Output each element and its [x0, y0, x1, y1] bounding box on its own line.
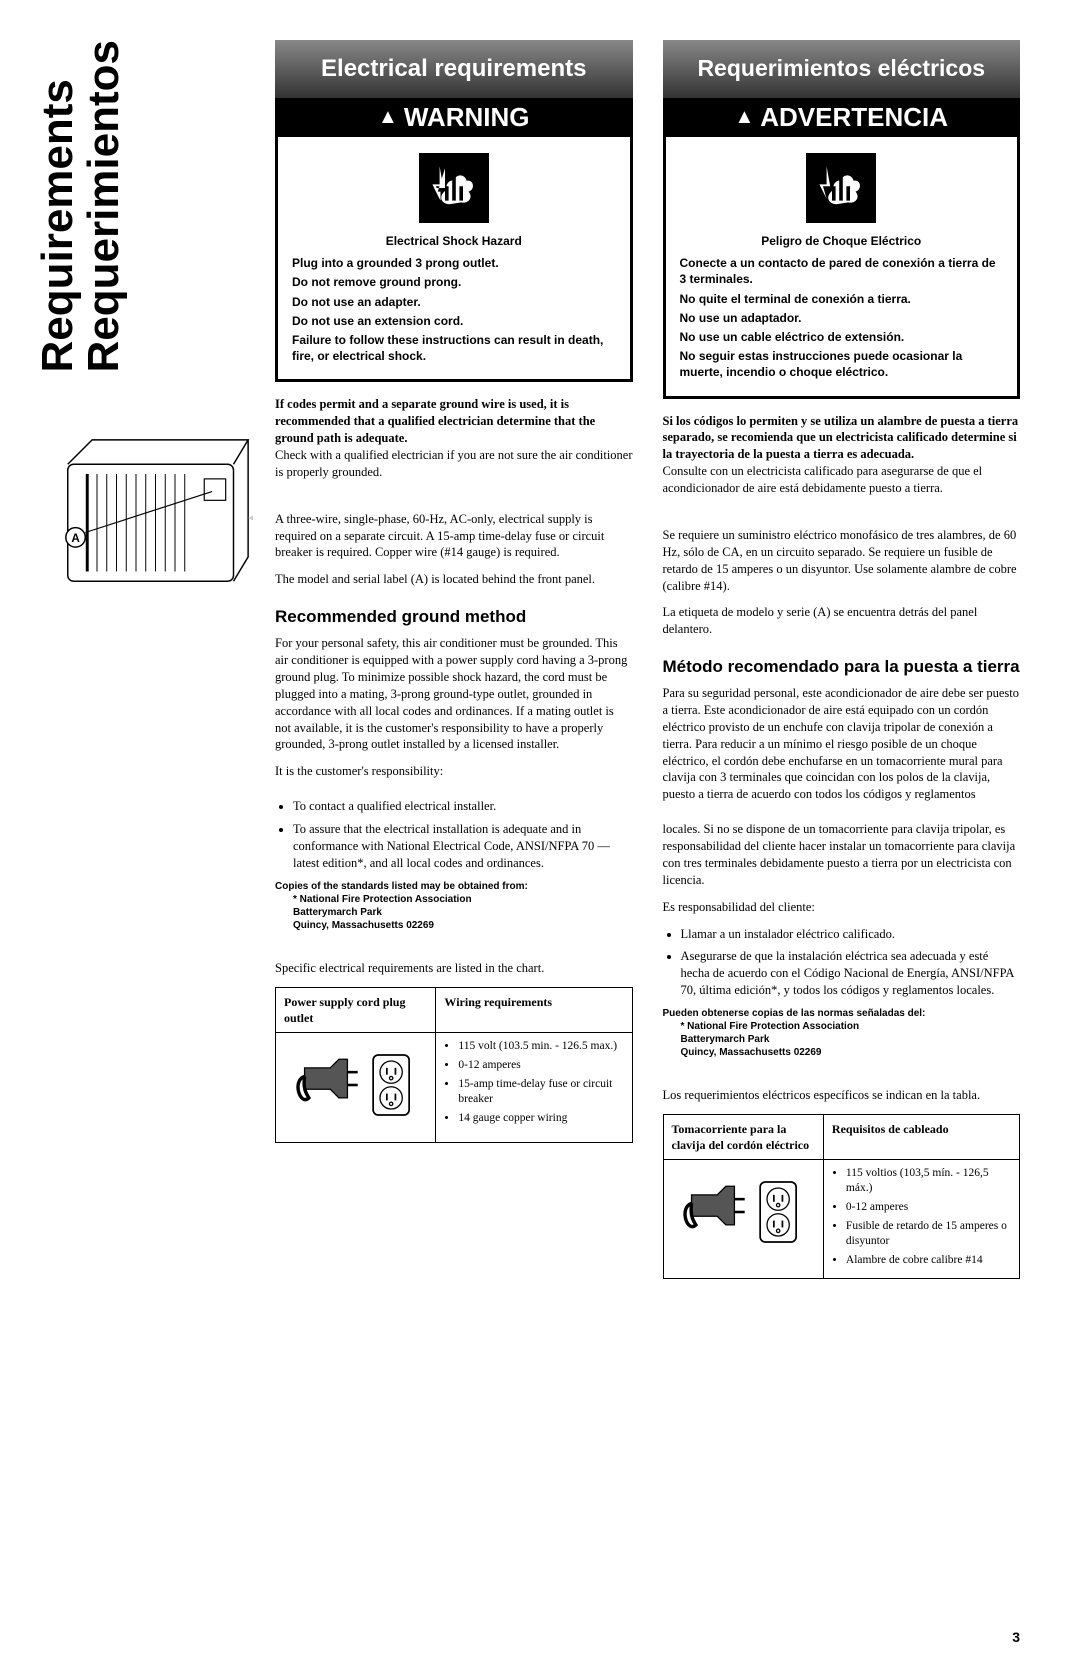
wiring-item: 0-12 amperes	[458, 1058, 623, 1073]
label-text-es: La etiqueta de modelo y serie (A) se enc…	[663, 604, 1021, 638]
sidebar-section-label: Requirements Requerimientos	[35, 40, 127, 373]
warning-box-en: Electrical Shock Hazard Plug into a grou…	[275, 137, 633, 382]
table-head: Power supply cord plug outlet	[276, 987, 436, 1032]
hazard-line: No seguir estas instrucciones puede ocas…	[680, 348, 1004, 380]
standards-line: Batterymarch Park	[663, 1033, 1021, 1046]
plug-outlet-icon	[683, 1172, 803, 1252]
hazard-line: No use un cable eléctrico de extensión.	[680, 329, 1004, 345]
responsibility-es: Es responsabilidad del cliente:	[663, 899, 1021, 916]
wiring-item: 0-12 amperes	[846, 1200, 1011, 1215]
resp-list-en: To contact a qualified electrical instal…	[275, 798, 633, 872]
shock-icon	[419, 153, 489, 223]
standards-line: Batterymarch Park	[275, 906, 633, 919]
wiring-item: 115 voltios (103,5 mín. - 126,5 máx.)	[846, 1166, 1011, 1196]
standards-intro: Copies of the standards listed may be ob…	[275, 880, 633, 893]
supply-text-es: Se requiere un suministro eléctrico mono…	[663, 527, 1021, 595]
wiring-item: 15-amp time-delay fuse or circuit breake…	[458, 1077, 623, 1107]
hazard-line: Do not use an adapter.	[292, 294, 616, 310]
warning-banner-es: ADVERTENCIA	[663, 98, 1021, 137]
hazard-line: No use un adaptador.	[680, 310, 1004, 326]
wiring-item: 115 volt (103.5 min. - 126.5 max.)	[458, 1039, 623, 1054]
warning-banner-en: WARNING	[275, 98, 633, 137]
body-es: Si los códigos lo permiten y se utiliza …	[663, 413, 1021, 1279]
wiring-cell: 115 voltios (103,5 mín. - 126,5 máx.) 0-…	[823, 1160, 1019, 1279]
chart-intro-en: Specific electrical requirements are lis…	[275, 960, 633, 977]
responsibility-en: It is the customer's responsibility:	[275, 763, 633, 780]
hazard-line: No quite el terminal de conexión a tierr…	[680, 291, 1004, 307]
wiring-item: 14 gauge copper wiring	[458, 1111, 623, 1126]
page-number: 3	[1012, 1629, 1020, 1645]
requirements-table-es: Tomacorriente para la clavija del cordón…	[663, 1114, 1021, 1279]
intro-bold-es: Si los códigos lo permiten y se utiliza …	[663, 414, 1019, 462]
ground-body-es: Para su seguridad personal, este acondic…	[663, 685, 1021, 803]
shock-icon	[806, 153, 876, 223]
resp-item: To assure that the electrical installati…	[293, 821, 633, 872]
plug-cell	[663, 1160, 823, 1279]
hazard-line: Do not remove ground prong.	[292, 274, 616, 290]
chart-intro-es: Los requerimientos eléctricos específico…	[663, 1087, 1021, 1104]
resp-list-es: Llamar a un instalador eléctrico calific…	[663, 926, 1021, 1000]
resp-item: To contact a qualified electrical instal…	[293, 798, 633, 815]
hazard-line: Failure to follow these instructions can…	[292, 332, 616, 364]
hazard-title-es: Peligro de Choque Eléctrico	[680, 233, 1004, 249]
ground-heading-es: Método recomendado para la puesta a tier…	[663, 656, 1021, 679]
plug-outlet-icon	[296, 1045, 416, 1125]
wiring-cell: 115 volt (103.5 min. - 126.5 max.) 0-12 …	[436, 1032, 632, 1143]
section-title-en: Electrical requirements	[275, 40, 633, 98]
standards-line: Quincy, Massachusetts 02269	[275, 919, 633, 932]
ground-body2-es: locales. Si no se dispone de un tomacorr…	[663, 821, 1021, 889]
hazard-title-en: Electrical Shock Hazard	[292, 233, 616, 249]
sidebar-line-en: Requirements	[35, 40, 81, 373]
svg-text:A: A	[71, 532, 80, 545]
plug-cell	[276, 1032, 436, 1143]
spanish-column: Requerimientos eléctricos ADVERTENCIA Pe…	[663, 40, 1021, 1279]
table-head: Requisitos de cableado	[823, 1114, 1019, 1159]
resp-item: Llamar a un instalador eléctrico calific…	[681, 926, 1021, 943]
supply-text-en: A three-wire, single-phase, 60-Hz, AC-on…	[275, 511, 633, 562]
ground-body-en: For your personal safety, this air condi…	[275, 635, 633, 753]
standards-line: Quincy, Massachusetts 02269	[663, 1046, 1021, 1059]
english-column: Electrical requirements WARNING Electric…	[275, 40, 633, 1279]
hazard-line: Conecte a un contacto de pared de conexi…	[680, 255, 1004, 287]
sidebar-line-es: Requerimientos	[81, 40, 127, 373]
body-en: If codes permit and a separate ground wi…	[275, 396, 633, 1143]
intro-text-en: Check with a qualified electrician if yo…	[275, 448, 633, 479]
wiring-item: Fusible de retardo de 15 amperes o disyu…	[846, 1219, 1011, 1249]
wiring-item: Alambre de cobre calibre #14	[846, 1253, 1011, 1268]
standards-line: * National Fire Protection Association	[663, 1020, 1021, 1033]
ground-heading-en: Recommended ground method	[275, 606, 633, 629]
table-head: Tomacorriente para la clavija del cordón…	[663, 1114, 823, 1159]
warning-box-es: Peligro de Choque Eléctrico Conecte a un…	[663, 137, 1021, 399]
standards-en: Copies of the standards listed may be ob…	[275, 880, 633, 932]
section-title-es: Requerimientos eléctricos	[663, 40, 1021, 98]
hazard-line: Do not use an extension cord.	[292, 313, 616, 329]
standards-line: * National Fire Protection Association	[275, 893, 633, 906]
table-head: Wiring requirements	[436, 987, 632, 1032]
standards-intro: Pueden obtenerse copias de las normas se…	[663, 1007, 1021, 1020]
hazard-line: Plug into a grounded 3 prong outlet.	[292, 255, 616, 271]
label-text-en: The model and serial label (A) is locate…	[275, 571, 633, 588]
product-figure: A	[58, 435, 253, 606]
intro-text-es: Consulte con un electricista calificado …	[663, 464, 983, 495]
requirements-table-en: Power supply cord plug outlet Wiring req…	[275, 987, 633, 1144]
intro-bold-en: If codes permit and a separate ground wi…	[275, 397, 595, 445]
resp-item: Asegurarse de que la instalación eléctri…	[681, 948, 1021, 999]
standards-es: Pueden obtenerse copias de las normas se…	[663, 1007, 1021, 1059]
